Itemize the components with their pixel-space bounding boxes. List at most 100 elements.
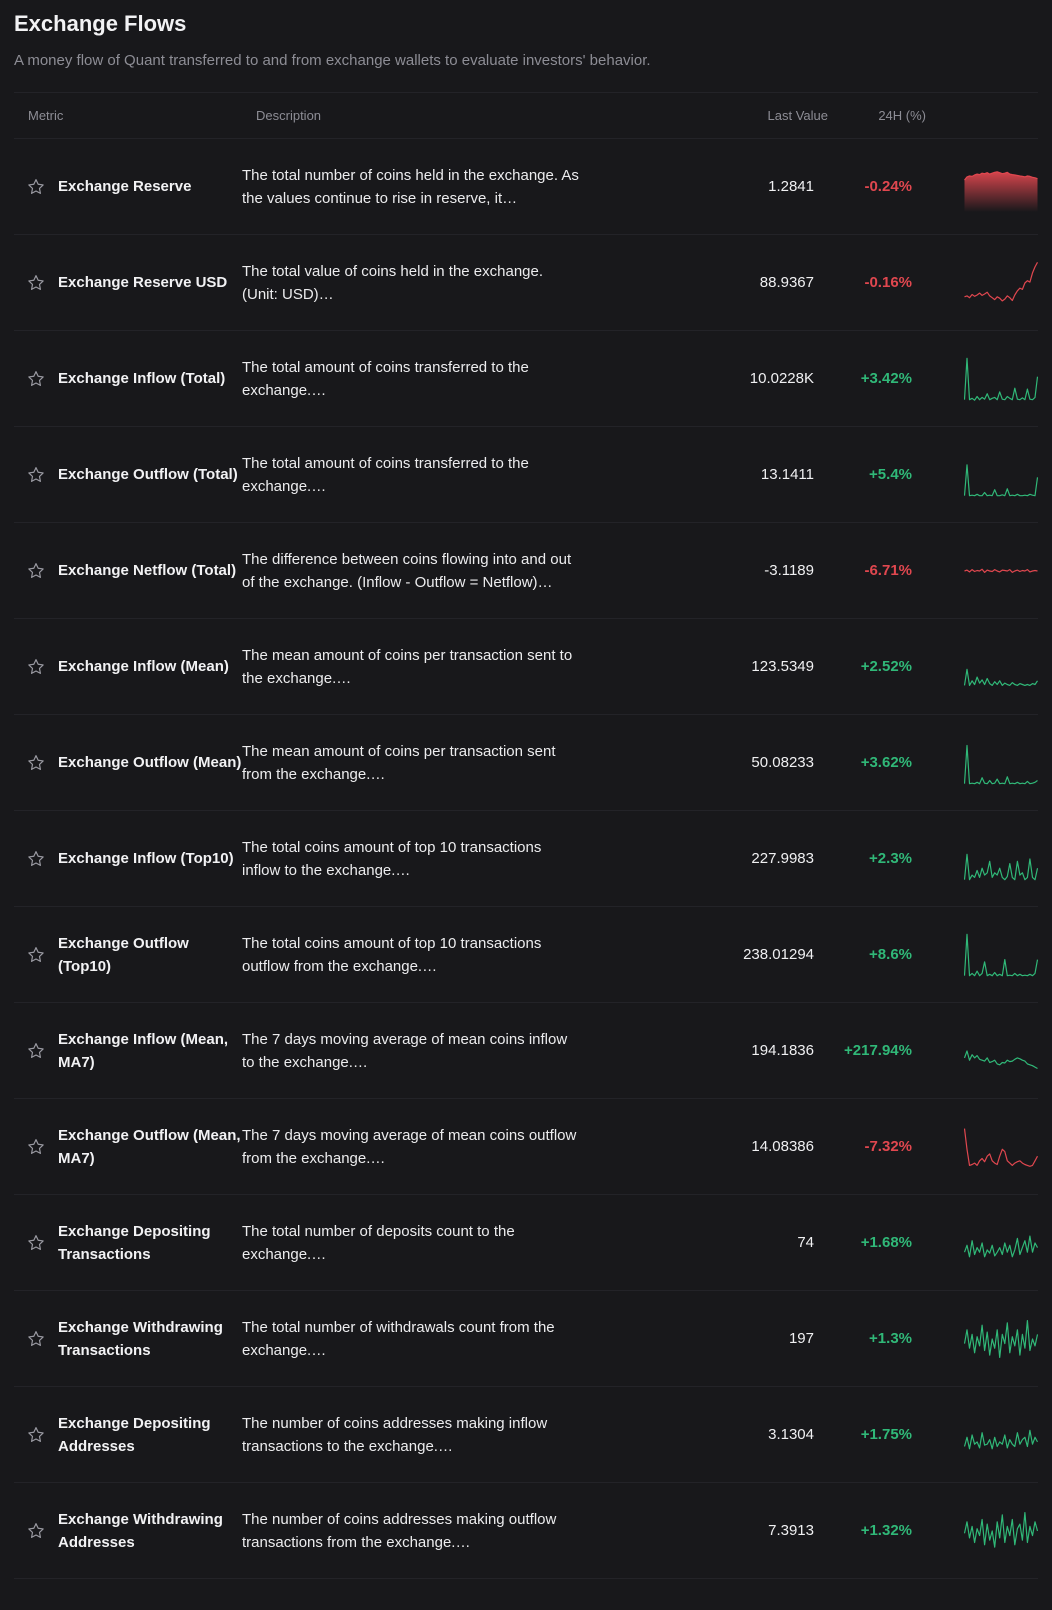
- favorite-star-icon[interactable]: [14, 465, 58, 485]
- metric-name[interactable]: Exchange Inflow (Mean): [58, 658, 229, 675]
- change-24h: +2.3%: [869, 850, 912, 867]
- metric-name[interactable]: Exchange Inflow (Total): [58, 370, 226, 387]
- favorite-star-icon[interactable]: [14, 369, 58, 389]
- favorite-star-icon[interactable]: [14, 1329, 58, 1349]
- table-row[interactable]: Exchange Inflow (Top10) The total coins a…: [14, 811, 1038, 907]
- sparkline-chart: [964, 1128, 1038, 1167]
- sparkline-chart: [964, 744, 1038, 784]
- table-row[interactable]: Exchange Reserve USD The total value of c…: [14, 235, 1038, 331]
- table-row[interactable]: Exchange Inflow (Mean, MA7) The 7 days mo…: [14, 1003, 1038, 1099]
- metric-name[interactable]: Exchange Inflow (Top10): [58, 850, 234, 867]
- sparkline-line: [964, 170, 1038, 180]
- change-24h: -7.32%: [864, 1138, 912, 1155]
- favorite-star-icon[interactable]: [14, 945, 58, 965]
- sparkline-line: [964, 1511, 1038, 1548]
- favorite-star-icon[interactable]: [14, 1425, 58, 1445]
- change-24h: -0.16%: [864, 274, 912, 291]
- metric-description: The number of coins addresses making inf…: [242, 1414, 548, 1455]
- page-subtitle: A money flow of Quant transferred to and…: [14, 52, 651, 69]
- sparkline-cell: [912, 1026, 1038, 1076]
- favorite-star-icon[interactable]: [14, 1137, 58, 1157]
- last-value: 14.08386: [751, 1138, 814, 1155]
- last-value: 227.9983: [751, 850, 814, 867]
- sparkline-line: [964, 853, 1038, 880]
- favorite-star-icon[interactable]: [14, 657, 58, 677]
- header-last-value[interactable]: Last Value: [767, 108, 828, 123]
- metric-description: The 7 days moving average of mean coins …: [242, 1030, 568, 1071]
- metric-name[interactable]: Exchange Depositing Addresses: [58, 1414, 211, 1455]
- sparkline-line: [964, 1235, 1038, 1257]
- change-24h: +217.94%: [844, 1042, 912, 1059]
- sparkline-cell: [912, 1122, 1038, 1172]
- last-value: 123.5349: [751, 658, 814, 675]
- favorite-star-icon[interactable]: [14, 849, 58, 869]
- sparkline-chart: [964, 933, 1038, 976]
- metric-description: The total number of withdrawals count fr…: [242, 1318, 555, 1359]
- metric-name[interactable]: Exchange Outflow (Total): [58, 466, 238, 483]
- metric-description-cell: The total coins amount of top 10 transac…: [242, 932, 602, 978]
- favorite-star-icon[interactable]: [14, 273, 58, 293]
- favorite-star-icon[interactable]: [14, 1041, 58, 1061]
- favorite-star-icon[interactable]: [14, 1233, 58, 1253]
- last-value: 10.0228K: [749, 370, 814, 387]
- metric-description-cell: The number of coins addresses making out…: [242, 1508, 602, 1554]
- metric-description-cell: The 7 days moving average of mean coins …: [242, 1028, 602, 1074]
- table-row[interactable]: Exchange Depositing Transactions The tota…: [14, 1195, 1038, 1291]
- table-row[interactable]: Exchange Outflow (Mean, MA7) The 7 days m…: [14, 1099, 1038, 1195]
- table-row[interactable]: Exchange Inflow (Mean) The mean amount of…: [14, 619, 1038, 715]
- metric-description: The total coins amount of top 10 transac…: [242, 934, 542, 975]
- favorite-star-icon[interactable]: [14, 561, 58, 581]
- metric-name[interactable]: Exchange Withdrawing Transactions: [58, 1318, 223, 1359]
- metric-name[interactable]: Exchange Inflow (Mean, MA7): [58, 1030, 229, 1071]
- table-row[interactable]: Exchange Inflow (Total) The total amount …: [14, 331, 1038, 427]
- change-24h: +1.32%: [860, 1522, 912, 1539]
- table-body: Exchange Reserve The total number of coin…: [14, 139, 1038, 1579]
- last-value: 88.9367: [759, 274, 814, 291]
- favorite-star-icon[interactable]: [14, 753, 58, 773]
- header-24h-change[interactable]: 24H (%): [878, 108, 926, 123]
- metric-name[interactable]: Exchange Depositing Transactions: [58, 1222, 211, 1263]
- metric-name[interactable]: Exchange Outflow (Mean, MA7): [58, 1126, 241, 1167]
- table-row[interactable]: Exchange Outflow (Total) The total amount…: [14, 427, 1038, 523]
- sparkline-chart: [964, 1049, 1038, 1069]
- table-row[interactable]: Exchange Withdrawing Addresses The number…: [14, 1483, 1038, 1579]
- sparkline-chart: [964, 261, 1038, 301]
- metric-name[interactable]: Exchange Reserve: [58, 178, 192, 195]
- change-24h: +8.6%: [869, 946, 912, 963]
- table-row[interactable]: Exchange Netflow (Total) The difference b…: [14, 523, 1038, 619]
- page-title: Exchange Flows: [14, 11, 187, 36]
- metric-description-cell: The total coins amount of top 10 transac…: [242, 836, 602, 882]
- table-row[interactable]: Exchange Outflow (Mean) The mean amount o…: [14, 715, 1038, 811]
- metric-description-cell: The total number of coins held in the ex…: [242, 164, 602, 210]
- favorite-star-icon[interactable]: [14, 1521, 58, 1541]
- metric-name[interactable]: Exchange Outflow (Top10): [58, 934, 189, 975]
- table-row[interactable]: Exchange Reserve The total number of coin…: [14, 139, 1038, 235]
- metric-name[interactable]: Exchange Outflow (Mean): [58, 754, 242, 771]
- sparkline-cell: [912, 738, 1038, 788]
- metric-description-cell: The total number of withdrawals count fr…: [242, 1316, 602, 1362]
- metric-description: The total amount of coins transferred to…: [242, 358, 529, 399]
- metric-description-cell: The total amount of coins transferred to…: [242, 452, 602, 498]
- table-row[interactable]: Exchange Depositing Addresses The number …: [14, 1387, 1038, 1483]
- change-24h: +3.62%: [860, 754, 912, 771]
- last-value: 13.1411: [760, 466, 814, 483]
- sparkline-cell: [912, 1218, 1038, 1268]
- metric-name[interactable]: Exchange Withdrawing Addresses: [58, 1510, 223, 1551]
- metric-description: The number of coins addresses making out…: [242, 1510, 557, 1551]
- header-description: Description: [256, 108, 322, 123]
- change-24h: +1.75%: [860, 1426, 912, 1443]
- header-metric[interactable]: Metric: [28, 108, 64, 123]
- sparkline-chart: [964, 1511, 1038, 1548]
- table-row[interactable]: Exchange Withdrawing Transactions The tot…: [14, 1291, 1038, 1387]
- metric-name[interactable]: Exchange Reserve USD: [58, 274, 228, 291]
- sparkline-line: [964, 568, 1038, 573]
- metric-name[interactable]: Exchange Netflow (Total): [58, 562, 237, 579]
- last-value: 238.01294: [743, 946, 814, 963]
- favorite-star-icon[interactable]: [14, 177, 58, 197]
- table-row[interactable]: Exchange Outflow (Top10) The total coins …: [14, 907, 1038, 1003]
- metric-description-cell: The number of coins addresses making inf…: [242, 1412, 602, 1458]
- sparkline-cell: [912, 930, 1038, 980]
- metric-description-cell: The total amount of coins transferred to…: [242, 356, 602, 402]
- metric-description-cell: The mean amount of coins per transaction…: [242, 740, 602, 786]
